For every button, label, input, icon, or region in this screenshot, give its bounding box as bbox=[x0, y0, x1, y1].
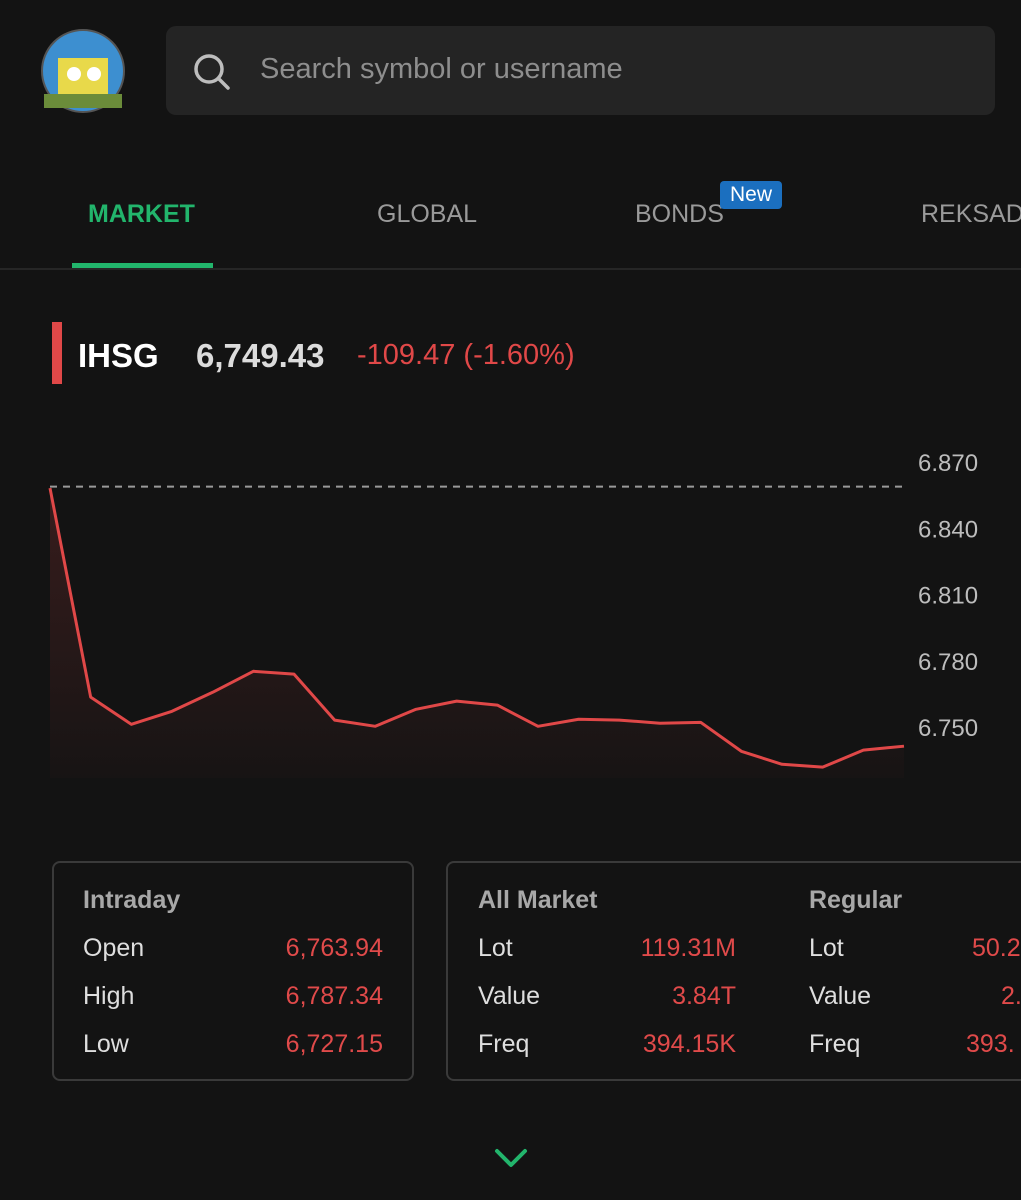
intraday-card bbox=[52, 861, 414, 1081]
index-change: -109.47 (-1.60%) bbox=[357, 339, 575, 371]
search-placeholder: Search symbol or username bbox=[260, 53, 623, 85]
price-line bbox=[48, 487, 905, 769]
tab[interactable]: GLOBAL bbox=[377, 200, 478, 228]
divider bbox=[0, 268, 1021, 270]
stat-value: 119.31M bbox=[640, 934, 736, 962]
line-area bbox=[50, 488, 904, 778]
stat-label: Low bbox=[83, 1030, 129, 1058]
y-tick-label: 6.840 bbox=[918, 516, 978, 543]
new-badge: New bbox=[720, 181, 782, 209]
stat-value: 2. bbox=[1001, 982, 1021, 1010]
stat-value: 6,763.94 bbox=[285, 934, 383, 962]
stat-title: Intraday bbox=[83, 886, 181, 914]
market-card bbox=[446, 861, 1021, 1081]
stat-label: Open bbox=[83, 934, 145, 962]
stat-label: Freq bbox=[809, 1030, 861, 1058]
index-last: 6,749.43 bbox=[196, 337, 325, 374]
stat-value: 3.84T bbox=[672, 982, 736, 1010]
stat-value: 393. bbox=[966, 1030, 1015, 1058]
chart: 6.870 6.840 6.810 6.780 6.750 bbox=[48, 450, 978, 778]
search-icon bbox=[194, 54, 230, 90]
stat-label: Freq bbox=[478, 1030, 530, 1058]
tab[interactable]: BONDS bbox=[635, 200, 724, 228]
stat-value: 6,787.34 bbox=[285, 982, 383, 1010]
stat-label: High bbox=[83, 982, 135, 1010]
avatar[interactable] bbox=[40, 28, 126, 114]
stat-value: 50.2 bbox=[972, 934, 1021, 962]
stat-label: Value bbox=[809, 982, 872, 1010]
expand-chevron[interactable] bbox=[494, 1146, 528, 1170]
stat-title: Regular bbox=[809, 886, 903, 914]
stat-label: Lot bbox=[809, 934, 844, 962]
tab[interactable]: MARKET bbox=[88, 200, 195, 228]
index-marker bbox=[52, 322, 62, 384]
search-bar[interactable]: Search symbol or username bbox=[166, 26, 995, 115]
index-name: IHSG bbox=[78, 337, 159, 374]
stat-title: All Market bbox=[478, 886, 598, 914]
y-tick-label: 6.750 bbox=[918, 715, 978, 742]
y-tick-label: 6.870 bbox=[918, 450, 978, 477]
y-tick-label: 6.780 bbox=[918, 649, 978, 676]
stat-value: 394.15K bbox=[642, 1030, 736, 1058]
stat-label: Value bbox=[478, 982, 541, 1010]
stat-label: Lot bbox=[478, 934, 513, 962]
tab-underline bbox=[72, 263, 213, 268]
stat-value: 6,727.15 bbox=[285, 1030, 383, 1058]
tab[interactable]: REKSAD bbox=[921, 200, 1021, 228]
y-tick-label: 6.810 bbox=[918, 583, 978, 610]
